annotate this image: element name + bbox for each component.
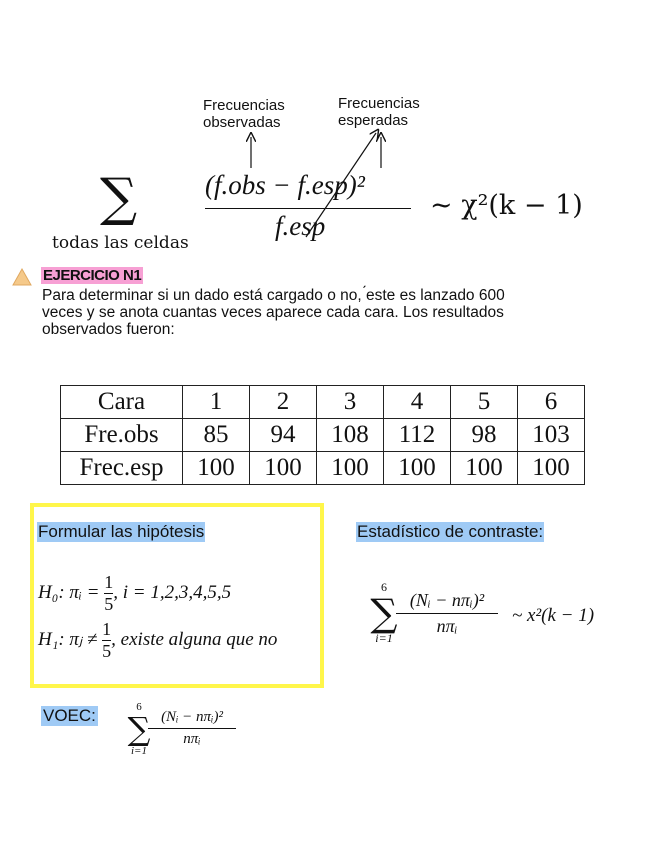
numerator: (f.obs − f.esp)²	[205, 170, 365, 200]
row-header: Cara	[60, 385, 183, 419]
table-row: Frec.esp 100 100 100 100 100 100	[60, 451, 585, 485]
text-line: Para determinar si un dado está cargado …	[42, 287, 505, 304]
table-cell: 94	[249, 418, 317, 452]
sum-top: 6	[381, 580, 387, 594]
voec-label: VOEC:	[41, 706, 98, 726]
num: 1	[104, 572, 114, 592]
table-row: Fre.obs 85 94 108 112 98 103	[60, 418, 585, 452]
table-cell: 100	[249, 451, 317, 485]
exercise-text: Para determinar si un dado está cargado …	[42, 287, 505, 338]
sum-symbol: ∑	[370, 591, 398, 635]
text-line: observados fueron:	[42, 321, 175, 338]
table-cell: 112	[383, 418, 451, 452]
num: 1	[102, 619, 112, 639]
voec-fraction: (Nᵢ − nπᵢ)² nπᵢ	[148, 709, 236, 748]
stat-fraction: (Nᵢ − nπᵢ)² nπᵢ	[396, 590, 498, 637]
denominator: nπᵢ	[436, 616, 458, 636]
table-cell: 3	[316, 385, 384, 419]
arrow-diagonal	[305, 133, 376, 238]
sum-top: 6	[136, 701, 142, 713]
table-cell: 100	[450, 451, 518, 485]
row-header: Frec.esp	[60, 451, 183, 485]
statistic-heading: Estadístico de contraste:	[356, 522, 545, 542]
table-cell: 103	[517, 418, 585, 452]
table-cell: 100	[182, 451, 250, 485]
table-cell: 98	[450, 418, 518, 452]
warning-triangle-icon	[12, 268, 32, 286]
table-cell: 100	[383, 451, 451, 485]
table-cell: 5	[450, 385, 518, 419]
row-header: Fre.obs	[60, 418, 183, 452]
hypotheses-frame	[30, 503, 324, 688]
denominator: nπᵢ	[183, 731, 201, 747]
table-cell: 4	[383, 385, 451, 419]
table-cell: 1	[182, 385, 250, 419]
stat-distribution: ~ x²(k − 1)	[512, 605, 595, 626]
table-cell: 6	[517, 385, 585, 419]
sum-symbol: ∑	[127, 710, 151, 748]
h1-right: , existe alguna que no	[111, 628, 278, 650]
label-line: Frecuencias	[338, 95, 420, 112]
sum-symbol: ∑	[100, 168, 138, 228]
sum-bottom: i=1	[375, 631, 393, 645]
stat-sum: 6 ∑ i=1	[364, 580, 404, 646]
distribution: ~ χ²(k − 1)	[430, 190, 583, 221]
table-cell: 100	[517, 451, 585, 485]
label-line: esperadas	[338, 112, 409, 129]
table-row: Cara 1 2 3 4 5 6	[60, 385, 585, 419]
table-cell: 2	[249, 385, 317, 419]
exercise-title: EJERCICIO N1	[41, 267, 144, 284]
numerator: (Nᵢ − nπᵢ)²	[161, 709, 223, 725]
table-cell: 100	[316, 451, 384, 485]
voec-sum: 6 ∑ i=1	[122, 701, 156, 757]
fraction-bar	[205, 208, 411, 209]
arrows	[0, 0, 655, 238]
frequency-table: Cara 1 2 3 4 5 6 Fre.obs 85 94 108 112 98 103 Frec.esp…	[60, 385, 585, 485]
den: 5	[102, 641, 112, 661]
h1-left: H₁: πⱼ ≠	[38, 628, 98, 650]
text-line: veces y se anota cuantas veces aparece c…	[42, 304, 504, 321]
label-expected: Frecuencias esperadas	[338, 95, 420, 129]
label-observed: Frecuencias observadas	[203, 97, 285, 131]
den: 5	[104, 594, 114, 614]
sum-bottom: i=1	[131, 745, 147, 757]
label-line: Frecuencias	[203, 97, 285, 114]
denominator: f.esp	[275, 211, 326, 241]
numerator: (Nᵢ − nπᵢ)²	[409, 590, 485, 610]
sum-subscript: todas las celdas	[52, 233, 189, 253]
h0-right: , i = 1,2,3,4,5,5	[113, 581, 232, 603]
table-cell: 85	[182, 418, 250, 452]
label-line: observadas	[203, 114, 281, 131]
table-cell: 108	[316, 418, 384, 452]
hypotheses-heading: Formular las hipótesis	[37, 522, 206, 542]
h0-left: H₀: πᵢ =	[38, 581, 100, 603]
